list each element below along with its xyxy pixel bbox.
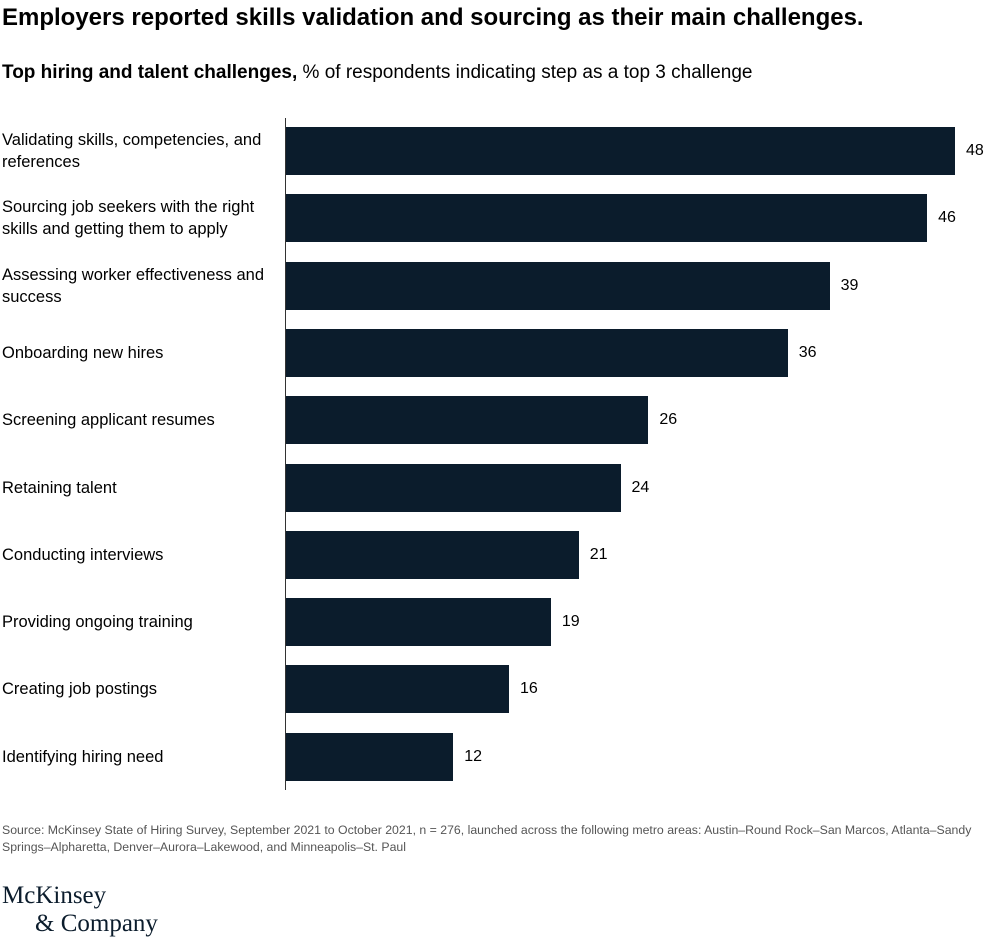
category-label: Retaining talent [2, 478, 117, 497]
subtitle-text: % of respondents indicating step as a to… [302, 62, 753, 83]
chart-title: Employers reported skills validation and… [2, 4, 864, 31]
value-label: 48 [966, 142, 984, 159]
category-label: Identifying hiring need [2, 747, 164, 766]
category-label: Providing ongoing training [2, 613, 193, 632]
bar [286, 530, 579, 579]
bar [286, 732, 454, 781]
subtitle-bold: Top hiring and talent challenges, [2, 62, 298, 83]
axis-line [285, 118, 286, 790]
value-label: 21 [589, 545, 608, 563]
category-label: Creating job postings [2, 680, 158, 699]
logo-line: McKinsey [2, 882, 107, 909]
category-label: Conducting interviews [2, 545, 164, 564]
value-label: 19 [561, 613, 580, 631]
subtitle: Top hiring and talent challenges, % of r… [2, 62, 753, 84]
bar [286, 665, 509, 714]
value-label: 36 [798, 343, 817, 361]
bar [286, 261, 830, 310]
category-label: Onboarding new hires [2, 343, 164, 362]
source-note: Source: McKinsey State of Hiring Survey,… [2, 823, 972, 854]
bar [286, 194, 928, 243]
value-label: 26 [659, 411, 678, 429]
value-label: 16 [520, 680, 538, 698]
value-label: 39 [840, 276, 859, 294]
logo: McKinsey & Company [2, 882, 158, 938]
bar [286, 127, 955, 175]
bar [286, 598, 551, 647]
bar [286, 396, 649, 445]
category-label: Screening applicant resumes [2, 411, 215, 430]
value-label: 24 [631, 478, 650, 496]
bar [286, 463, 621, 512]
category-label: Assessing worker effectiveness and succe… [2, 265, 264, 306]
logo-line: & Company [35, 910, 158, 937]
category-label: Validating skills, competencies, and ref… [2, 131, 262, 171]
category-label: Sourcing job seekers with the right skil… [2, 198, 255, 239]
value-label: 12 [464, 747, 483, 765]
bar [286, 328, 788, 377]
value-label: 46 [938, 209, 956, 227]
